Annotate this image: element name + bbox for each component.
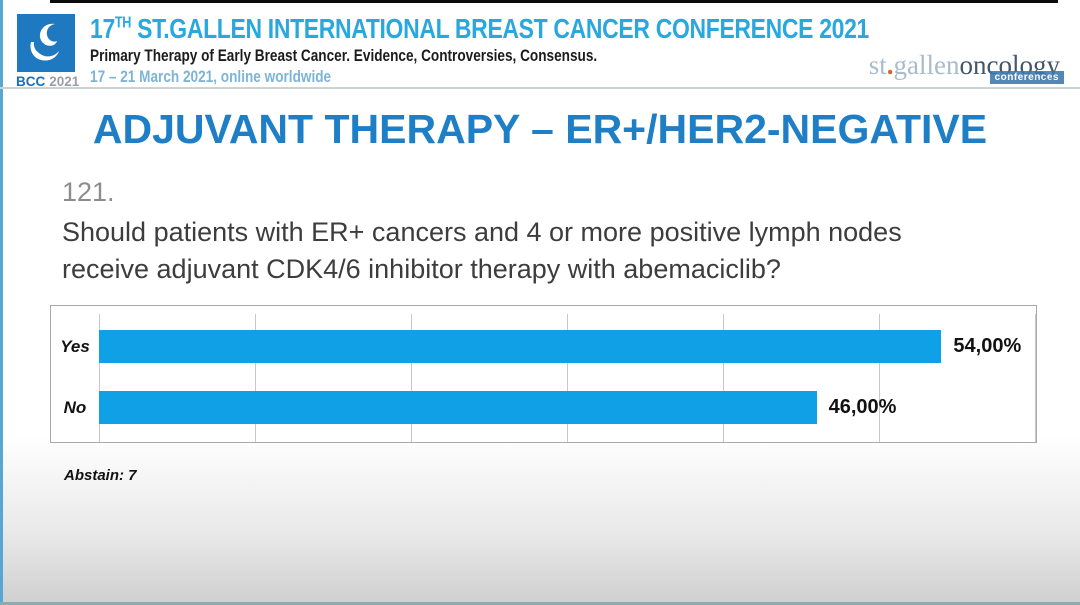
chart-value-label: 54,00% bbox=[953, 335, 1022, 357]
chart-bar bbox=[99, 330, 942, 363]
chart-bar bbox=[99, 391, 817, 424]
org-logo-st: st bbox=[868, 50, 887, 80]
conference-header: BCC 2021 17TH ST.GALLEN INTERNATIONAL BRE… bbox=[0, 0, 1080, 90]
video-letterbox-strip bbox=[50, 0, 1058, 3]
org-logo-conferences-badge: conferences bbox=[989, 71, 1064, 84]
poll-results-chart: 54,00% 46,00% Yes No bbox=[50, 305, 1037, 443]
slide-title: ADJUVANT THERAPY – ER+/HER2-NEGATIVE bbox=[92, 106, 988, 152]
conference-dates: 17 – 21 March 2021, online worldwide bbox=[90, 67, 332, 86]
conference-title-ordinal: TH bbox=[114, 14, 132, 32]
slide-bottom-edge-line bbox=[0, 602, 1080, 605]
conference-title-prefix: 17 bbox=[90, 13, 115, 44]
bcc-caption-text: BCC bbox=[16, 74, 46, 89]
chart-gridline bbox=[99, 314, 100, 442]
bcc-droplet-icon bbox=[17, 14, 75, 72]
chart-category-label: Yes bbox=[60, 337, 90, 356]
conference-title: 17TH ST.GALLEN INTERNATIONAL BREAST CANC… bbox=[90, 13, 869, 45]
chart-gridline bbox=[1035, 314, 1036, 442]
chart-gridline bbox=[254, 314, 256, 442]
question-number: 121. bbox=[62, 177, 115, 207]
abstain-note: Abstain: 7 bbox=[64, 467, 137, 484]
chart-gridline bbox=[410, 314, 412, 442]
chart-bar-row: 54,00% bbox=[99, 330, 1035, 363]
conference-title-rest: ST.GALLEN INTERNATIONAL BREAST CANCER CO… bbox=[131, 13, 869, 44]
header-divider bbox=[0, 87, 1080, 89]
org-logo-dot: . bbox=[886, 50, 894, 80]
chart-category-label: No bbox=[63, 398, 87, 417]
chart-gridline bbox=[567, 314, 568, 442]
slide-left-edge-line bbox=[0, 0, 3, 605]
question-line-1: Should patients with ER+ cancers and 4 o… bbox=[62, 217, 902, 247]
question-text: Should patients with ER+ cancers and 4 o… bbox=[62, 214, 902, 288]
bcc-logo-caption: BCC 2021 bbox=[16, 74, 86, 89]
conference-subtitle: Primary Therapy of Early Breast Cancer. … bbox=[90, 46, 598, 65]
org-logo-gallen: gallen bbox=[893, 50, 960, 80]
chart-gridline bbox=[879, 314, 880, 442]
chart-gridline bbox=[722, 314, 724, 442]
chart-value-label: 46,00% bbox=[828, 396, 897, 418]
stgallen-oncology-logo: st.gallenoncology conferences bbox=[868, 50, 1064, 84]
chart-bar-row: 46,00% bbox=[99, 391, 1035, 424]
bcc-caption-year: 2021 bbox=[49, 74, 80, 89]
chart-plot-area: 54,00% 46,00% bbox=[99, 306, 1036, 442]
question-line-2: receive adjuvant CDK4/6 inhibitor therap… bbox=[62, 254, 781, 284]
